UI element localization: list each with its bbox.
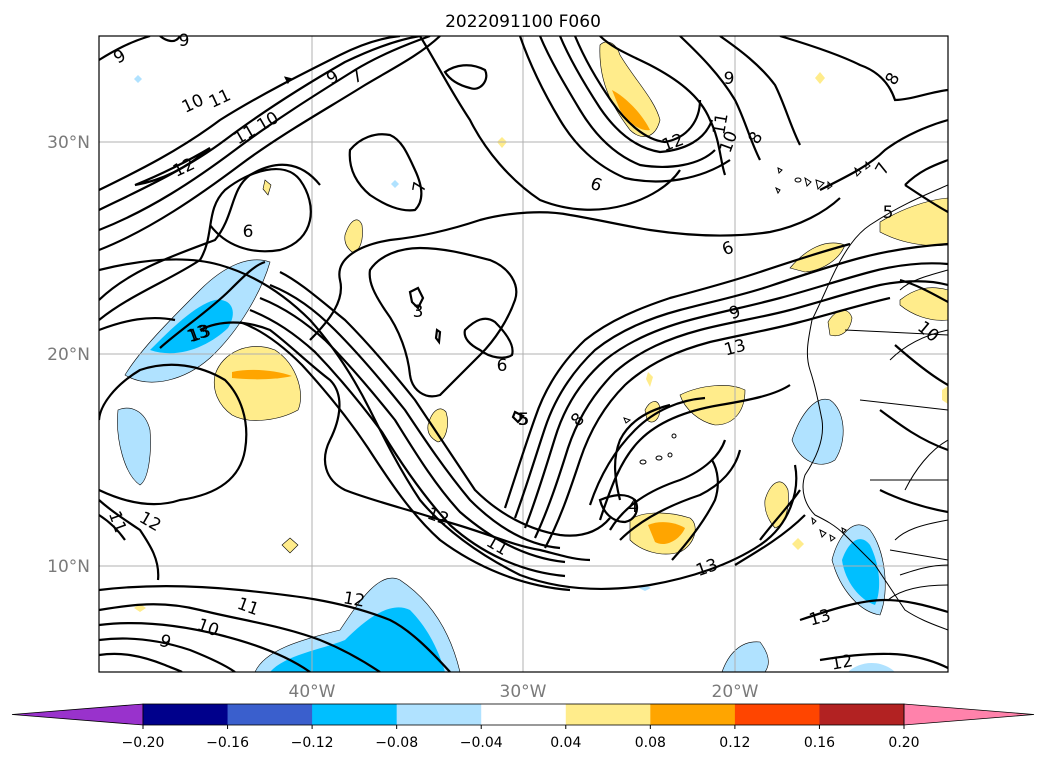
colorbar-tick-label: 0.20 [888, 735, 919, 751]
colorbar-tick-label: 0.12 [719, 735, 750, 751]
contour-label: 4 [628, 497, 639, 517]
colorbar-swatch [734, 704, 820, 725]
lon-label-20w: 20°W [712, 682, 759, 702]
colorbar-swatches [11, 703, 1035, 726]
colorbar-swatch [481, 704, 567, 725]
contour-label: 6 [497, 356, 508, 376]
contour-label: 5 [519, 410, 530, 430]
colorbar-tick-label: 0.08 [635, 735, 666, 751]
lat-label-20n: 20°N [47, 345, 90, 365]
colorbar: −0.20 −0.16 −0.12 −0.08 −0.04 0.04 0.08 0.12 0.1… [11, 703, 1035, 751]
map-plot-area [99, 36, 948, 672]
lon-label-30w: 30°W [500, 682, 547, 702]
lon-label-40w: 40°W [289, 682, 336, 702]
contour-label: 5 [883, 203, 894, 223]
colorbar-swatch [227, 704, 313, 725]
colorbar-ticks: −0.20 −0.16 −0.12 −0.08 −0.04 0.04 0.08 0.12 0.1… [122, 725, 920, 751]
colorbar-frame [142, 703, 905, 726]
colorbar-tick-label: −0.20 [122, 735, 165, 751]
colorbar-extend-low [11, 703, 144, 726]
map-frame [98, 35, 949, 673]
colorbar-swatch [396, 704, 482, 725]
contour-label: 12 [342, 588, 367, 611]
map-title: 2022091100 F060 [445, 12, 601, 32]
longitude-labels: 40°W 30°W 20°W [289, 682, 759, 702]
contour-label: 7 [409, 180, 431, 194]
contour-label: 12 [830, 651, 855, 674]
colorbar-tick-label: 0.16 [804, 735, 835, 751]
colorbar-tick-label: −0.08 [375, 735, 418, 751]
contour-label: 11 [709, 112, 732, 137]
lat-label-30n: 30°N [47, 133, 90, 153]
contour-lines [99, 36, 948, 672]
gridlines [99, 36, 948, 672]
shaded-field [117, 41, 948, 672]
contour-label: 9 [724, 69, 735, 89]
colorbar-tick-label: −0.16 [206, 735, 249, 751]
colorbar-tick-label: −0.12 [291, 735, 334, 751]
colorbar-swatch [312, 704, 398, 725]
colorbar-swatch [143, 704, 229, 725]
colorbar-swatch [650, 704, 736, 725]
colorbar-swatch [565, 704, 651, 725]
colorbar-swatch [819, 704, 905, 725]
contour-label: 6 [243, 222, 254, 242]
colorbar-tick-label: 0.04 [550, 735, 581, 751]
latitude-labels: 30°N 20°N 10°N [47, 133, 90, 577]
coastlines [623, 160, 948, 631]
colorbar-tick-label: −0.04 [460, 735, 503, 751]
contour-label: 3 [413, 302, 424, 322]
lat-label-10n: 10°N [47, 557, 90, 577]
contour-label: 5 [518, 410, 529, 430]
colorbar-extend-high [903, 703, 1035, 726]
contour-label: 9 [179, 31, 190, 51]
